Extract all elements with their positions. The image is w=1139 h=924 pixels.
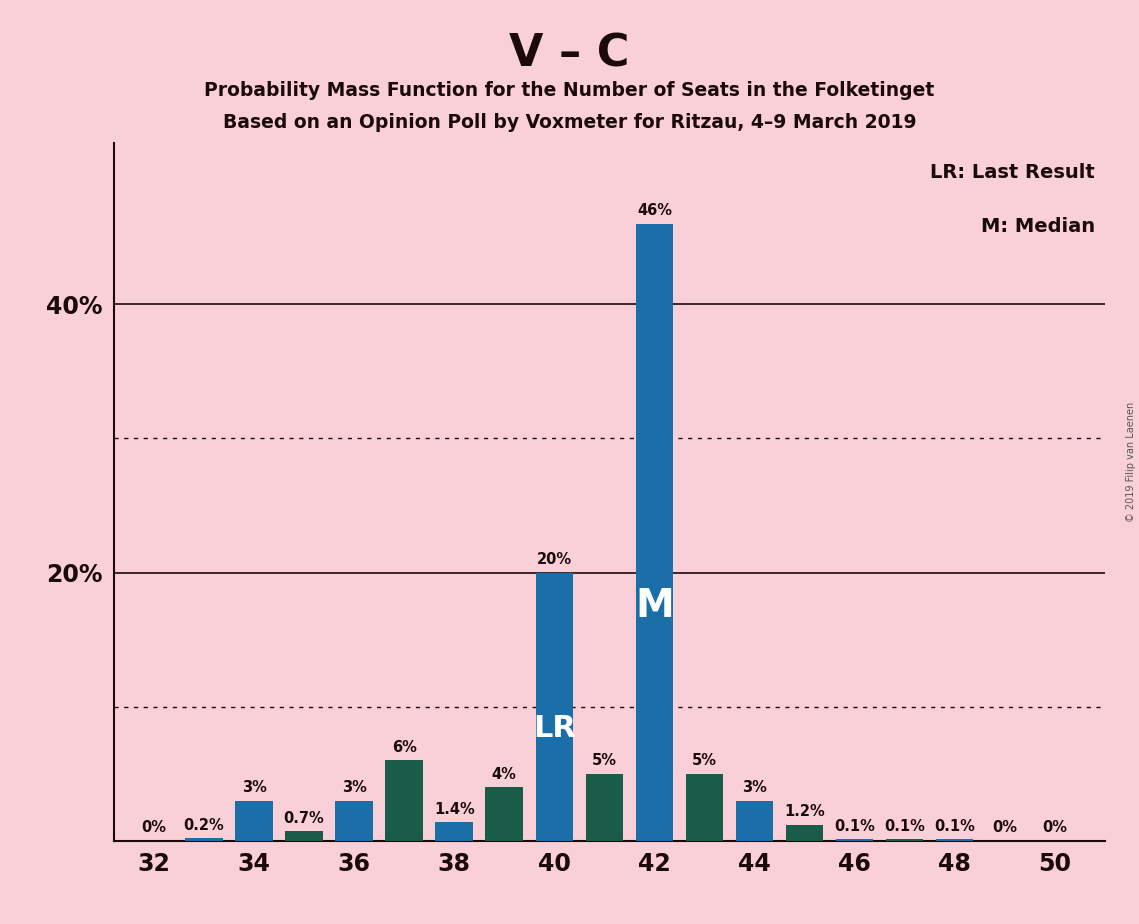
Text: 4%: 4% [492, 767, 517, 782]
Bar [886, 840, 924, 841]
Text: 0.1%: 0.1% [884, 820, 925, 834]
Text: 3%: 3% [342, 780, 367, 796]
Text: 1.4%: 1.4% [434, 802, 475, 817]
Bar [186, 838, 223, 841]
Text: 0.1%: 0.1% [934, 820, 975, 834]
Text: 5%: 5% [693, 753, 716, 769]
Text: 46%: 46% [637, 203, 672, 218]
Text: © 2019 Filip van Laenen: © 2019 Filip van Laenen [1126, 402, 1136, 522]
Text: Based on an Opinion Poll by Voxmeter for Ritzau, 4–9 March 2019: Based on an Opinion Poll by Voxmeter for… [223, 113, 916, 132]
Text: 3%: 3% [743, 780, 767, 796]
Bar [485, 787, 523, 841]
Text: 20%: 20% [536, 553, 572, 567]
Bar [786, 825, 823, 841]
Bar [836, 840, 874, 841]
Text: LR: Last Result: LR: Last Result [931, 164, 1095, 182]
Text: 0.1%: 0.1% [834, 820, 875, 834]
Bar [385, 760, 423, 841]
Bar [936, 840, 974, 841]
Text: Probability Mass Function for the Number of Seats in the Folketinget: Probability Mass Function for the Number… [204, 81, 935, 101]
Text: 0%: 0% [992, 821, 1017, 835]
Bar [686, 773, 723, 841]
Text: 1.2%: 1.2% [784, 805, 825, 820]
Bar [535, 573, 573, 841]
Text: 6%: 6% [392, 740, 417, 755]
Text: V – C: V – C [509, 32, 630, 76]
Bar [285, 832, 322, 841]
Text: M: M [636, 588, 674, 626]
Text: M: Median: M: Median [981, 217, 1095, 236]
Bar [236, 800, 273, 841]
Text: 0.2%: 0.2% [183, 818, 224, 833]
Bar [435, 822, 473, 841]
Bar [585, 773, 623, 841]
Text: LR: LR [533, 713, 575, 743]
Text: 0%: 0% [141, 821, 166, 835]
Bar [335, 800, 372, 841]
Text: 0%: 0% [1042, 821, 1067, 835]
Bar [736, 800, 773, 841]
Bar [636, 224, 673, 841]
Text: 3%: 3% [241, 780, 267, 796]
Text: 5%: 5% [592, 753, 617, 769]
Text: 0.7%: 0.7% [284, 811, 325, 826]
